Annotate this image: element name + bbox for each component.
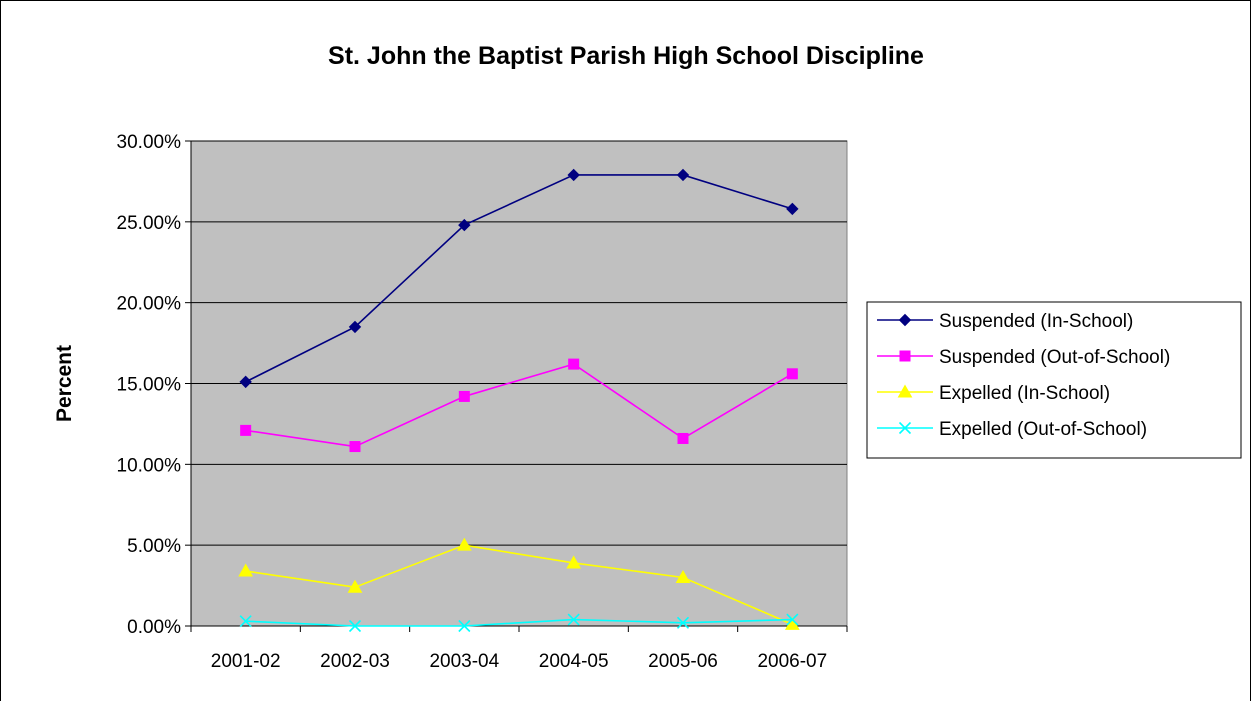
data-point (568, 358, 580, 370)
series-1 (239, 168, 799, 389)
y-tick-label: 15.00% (117, 375, 182, 396)
data-point (458, 619, 471, 633)
x-tick-label: 2005-06 (648, 651, 718, 672)
data-point (676, 168, 690, 182)
series-line (245, 544, 793, 626)
legend-marker (899, 350, 911, 362)
legend: Suspended (In-School) Suspended (Out-of-S… (866, 301, 1242, 459)
data-point (677, 432, 689, 444)
legend-marker (898, 421, 912, 435)
series-layer (238, 168, 800, 633)
y-tick-label: 25.00% (117, 213, 182, 234)
data-point (567, 613, 580, 626)
data-point (676, 616, 690, 629)
data-point (786, 368, 798, 380)
y-axis-title: Percent (53, 345, 76, 422)
legend-label: Expelled (Out-of-School) (939, 419, 1147, 440)
marker-stroke (239, 615, 252, 628)
y-tick-label: 10.00% (117, 455, 182, 476)
data-point (239, 375, 252, 389)
data-point (347, 579, 363, 593)
legend-marker (897, 384, 913, 398)
data-point (238, 563, 254, 577)
marker-stroke (458, 619, 471, 633)
data-point (567, 168, 580, 182)
data-point (348, 320, 362, 334)
legend-entry: Expelled (In-School) (877, 383, 1110, 404)
data-point (349, 441, 361, 453)
series-2 (240, 358, 798, 453)
y-tick-label: 0.00% (127, 617, 181, 638)
y-tick-label: 5.00% (127, 536, 181, 557)
chart-title: St. John the Baptist Parish High School … (328, 42, 924, 70)
series-3 (238, 537, 800, 630)
data-point (675, 569, 691, 583)
data-point (566, 555, 582, 569)
data-point (458, 390, 470, 402)
x-tick-label: 2004-05 (539, 651, 609, 672)
marker-stroke (567, 613, 580, 626)
data-point (348, 619, 362, 633)
legend-box (866, 301, 1242, 459)
y-tick-label: 30.00% (117, 132, 182, 153)
data-point (239, 615, 252, 628)
legend-label: Suspended (In-School) (939, 311, 1133, 332)
data-point (786, 202, 799, 216)
x-tick-label: 2002-03 (320, 651, 390, 672)
series-line (245, 363, 793, 448)
data-point (458, 218, 471, 232)
marker-stroke (348, 619, 362, 633)
y-tick-label: 20.00% (117, 294, 182, 315)
axes: 0.00% 5.00% 10.00% 15.00% 20.00% 25.00% 30.00%… (117, 132, 848, 672)
marker-stroke (898, 421, 912, 435)
legend-entry: Suspended (In-School) (877, 311, 1133, 332)
legend-entry: Expelled (Out-of-School) (877, 419, 1147, 440)
series-line (245, 174, 793, 383)
marker-stroke (786, 613, 799, 626)
x-tick-label: 2001-02 (211, 651, 281, 672)
x-tick-label: 2006-07 (757, 651, 827, 672)
data-point (456, 537, 472, 551)
data-point (786, 613, 799, 626)
series-4 (239, 613, 799, 633)
series-line (245, 618, 793, 627)
x-tick-label: 2003-04 (429, 651, 499, 672)
legend-entry: Suspended (Out-of-School) (877, 347, 1170, 368)
legend-label: Expelled (In-School) (939, 383, 1110, 404)
gridlines (191, 140, 847, 546)
data-point (240, 424, 252, 436)
legend-label: Suspended (Out-of-School) (939, 347, 1170, 368)
marker-stroke (676, 616, 690, 629)
legend-marker (898, 313, 912, 327)
